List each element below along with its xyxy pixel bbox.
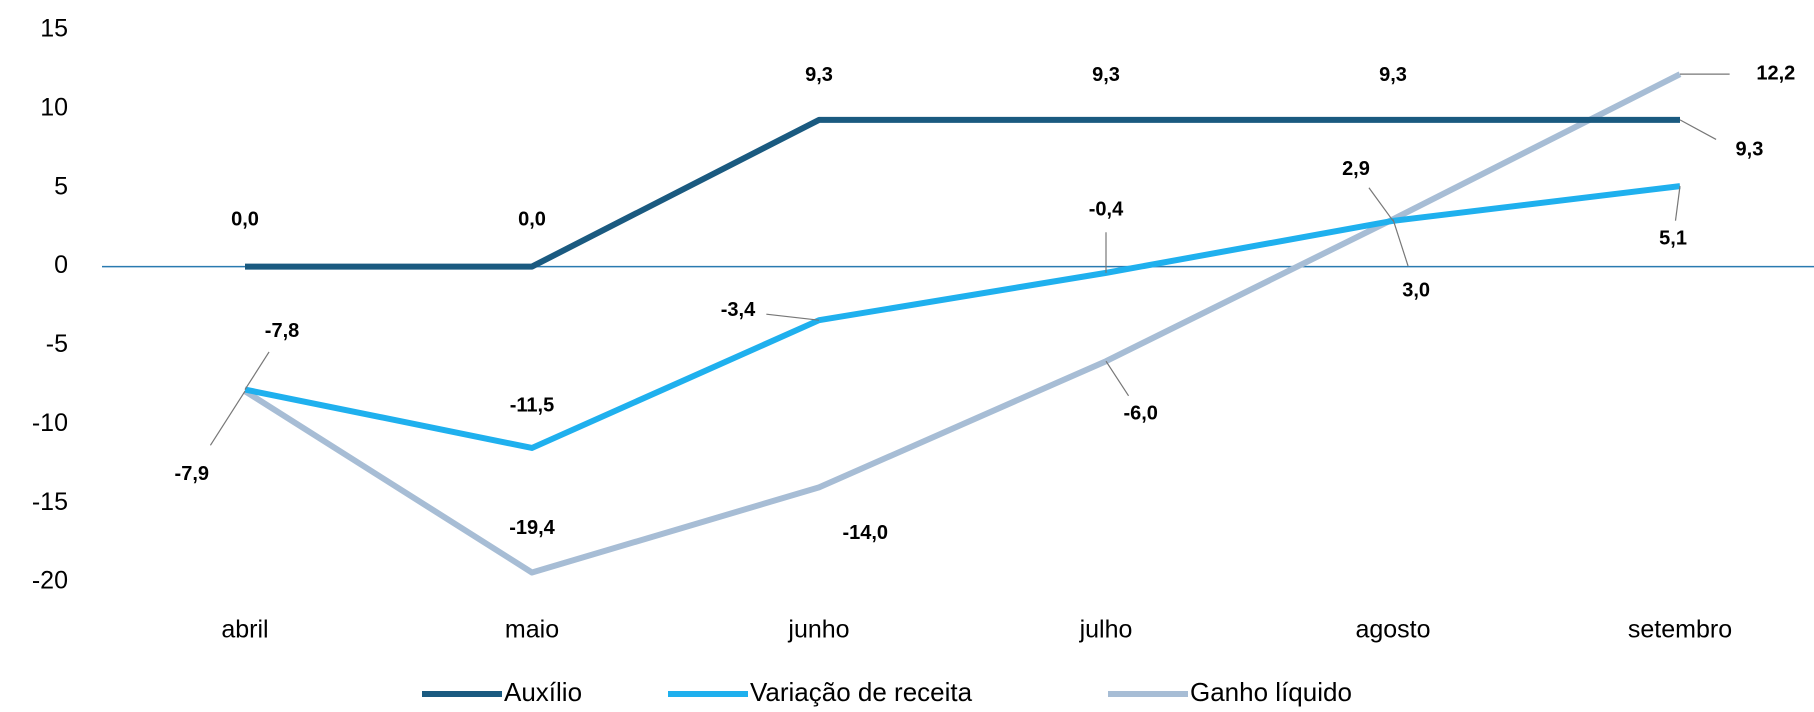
series-line [243,71,1682,576]
data-label: 3,0 [1402,279,1430,301]
data-label: 9,3 [805,64,833,86]
y-tick-label: 10 [40,93,68,121]
data-label: 2,9 [1342,158,1370,180]
data-label: 9,3 [1736,138,1764,160]
leader-line [1368,187,1394,222]
leader-line [1679,119,1717,140]
y-tick-label: -5 [46,330,68,358]
leader-line [209,390,246,446]
data-label: 9,3 [1092,64,1120,86]
y-tick-label: 0 [54,251,68,279]
data-label: 9,3 [1379,64,1407,86]
leader-line [244,351,270,390]
y-tick-label: 5 [54,172,68,200]
data-label: 0,0 [518,209,546,231]
data-label: -14,0 [842,522,888,544]
y-tick-label: 15 [40,15,68,43]
series-line [244,183,1681,451]
leader-line [1105,360,1130,397]
legend-label: Ganho líquido [1190,677,1352,707]
leader-line [766,313,820,321]
x-tick-label: julho [1079,616,1133,644]
data-label: 0,0 [231,209,259,231]
x-tick-label: agosto [1355,616,1430,644]
legend-label: Auxílio [504,677,582,707]
x-tick-label: junho [787,616,849,644]
data-label: -6,0 [1123,403,1157,425]
data-label: 5,1 [1659,228,1687,250]
leader-line [1392,219,1409,267]
data-label: -0,4 [1089,199,1124,221]
y-tick-label: -15 [32,488,68,516]
x-tick-label: abril [221,616,268,644]
y-tick-label: -20 [32,567,68,595]
legend-label: Variação de receita [750,677,973,707]
y-tick-label: -10 [32,409,68,437]
leader-line [1674,186,1681,221]
data-label: -19,4 [509,517,555,539]
data-label: -11,5 [510,395,554,417]
x-tick-label: setembro [1628,616,1732,644]
series-line [245,116,1680,270]
data-label: -7,9 [175,463,209,485]
x-tick-label: maio [505,616,559,644]
data-label: -3,4 [721,299,756,321]
data-label: -7,8 [265,320,299,342]
data-label: 12,2 [1756,62,1795,84]
